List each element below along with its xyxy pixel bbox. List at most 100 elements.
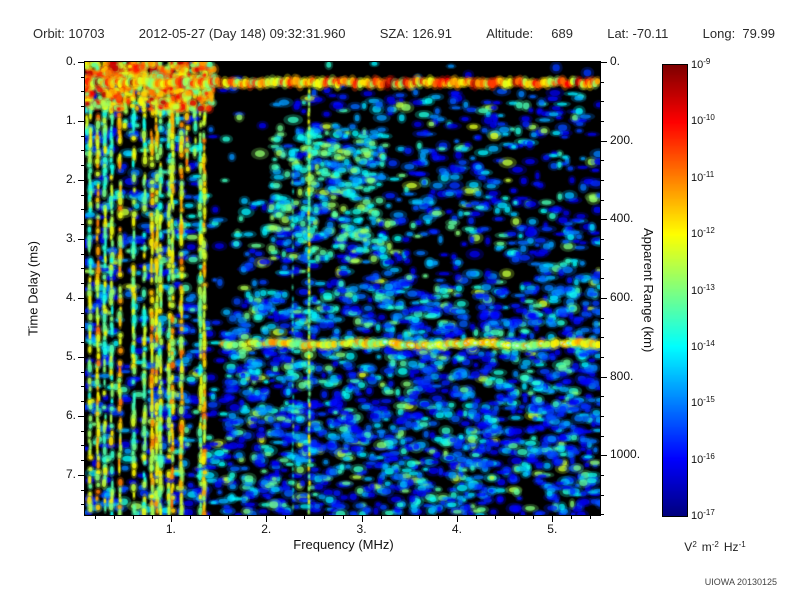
x-tick-minor <box>590 516 592 519</box>
header-orbit: Orbit: 10703 <box>33 26 105 41</box>
y-tick-minor <box>81 268 84 270</box>
y-tick-minor <box>81 91 84 93</box>
range-tick-label: 600. <box>610 289 634 304</box>
credit-text: UIOWA 20130125 <box>704 577 777 587</box>
range-tick-minor <box>601 356 604 358</box>
x-tick-minor <box>571 516 573 519</box>
x-tick-minor <box>514 516 516 519</box>
range-tick-major <box>601 62 607 63</box>
range-tick-minor <box>601 81 604 83</box>
range-tick-minor <box>601 101 604 103</box>
colorbar-unit-part: Hz-1 <box>723 540 746 554</box>
y-tick-major <box>78 62 84 63</box>
colorbar-units-label: V2 m-2 Hz-1 <box>640 540 790 554</box>
y-tick-major <box>78 179 84 181</box>
header-lat: Lat: -70.11 <box>607 26 669 41</box>
range-tick-minor <box>601 278 604 280</box>
range-tick-minor <box>601 179 604 181</box>
range-tick-major <box>601 376 607 378</box>
x-tick-minor <box>304 516 306 519</box>
y-tick-minor <box>81 106 84 108</box>
y-tick-minor <box>81 312 84 314</box>
y-tick-minor <box>81 342 84 344</box>
range-tick-label: 400. <box>610 211 634 226</box>
colorbar-tick-label: 10-12 <box>691 226 715 241</box>
range-tick-label: 0. <box>610 54 621 68</box>
y-tick-label: 7. <box>65 466 76 481</box>
x-tick-minor <box>418 516 420 519</box>
y-tick-major <box>78 356 84 358</box>
range-tick-minor <box>601 238 604 240</box>
range-tick-label: 800. <box>610 368 634 383</box>
x-tick-minor <box>285 516 287 519</box>
x-tick-label: 2. <box>261 522 272 536</box>
x-tick-minor <box>151 516 153 519</box>
range-tick-major <box>601 140 607 142</box>
header-sza: SZA: 126.91 <box>379 26 453 41</box>
colorbar-unit-part: m-2 <box>701 540 719 554</box>
spectrogram-plot <box>84 61 601 516</box>
colorbar-tick-label: 10-9 <box>691 57 711 71</box>
y-tick-minor <box>81 504 84 506</box>
range-tick-minor <box>601 415 604 417</box>
x-tick-minor <box>437 516 439 519</box>
range-tick-minor <box>601 474 604 476</box>
x-tick-minor <box>189 516 191 519</box>
range-tick-label: 200. <box>610 132 634 147</box>
range-tick-major <box>601 297 607 299</box>
y-tick-major <box>78 238 84 240</box>
range-tick-minor <box>601 199 604 201</box>
colorbar-tick-label: 10-14 <box>691 338 715 353</box>
colorbar-unit-part: V2 <box>684 540 697 554</box>
header-datetime: 2012-05-27 (Day 148) 09:32:31.960 <box>138 26 346 41</box>
range-tick-minor <box>601 120 604 122</box>
x-tick-major <box>266 516 268 522</box>
x-tick-major <box>552 516 554 522</box>
y-tick-label: 5. <box>65 348 76 363</box>
range-tick-label: 1000. <box>610 447 641 462</box>
y-tick-minor <box>81 253 84 255</box>
right-axis-title: Apparent Range (km) <box>641 227 656 353</box>
range-tick-minor <box>601 396 604 398</box>
header-long: Long: 79.99 <box>702 26 775 41</box>
y-tick-minor <box>81 460 84 462</box>
range-tick-minor <box>601 435 604 437</box>
colorbar-tick-label: 10-10 <box>691 113 715 128</box>
colorbar-gradient <box>663 65 687 516</box>
y-tick-label: 2. <box>65 171 76 186</box>
range-tick-minor <box>601 317 604 319</box>
x-tick-minor <box>495 516 497 519</box>
x-tick-minor <box>113 516 115 519</box>
colorbar-tick-label: 10-17 <box>691 508 715 522</box>
header: Orbit: 10703 2012-05-27 (Day 148) 09:32:… <box>33 26 775 41</box>
x-tick-minor <box>476 516 478 519</box>
x-tick-minor <box>208 516 210 519</box>
y-tick-major <box>78 297 84 299</box>
range-tick-minor <box>601 494 604 496</box>
x-tick-minor <box>399 516 401 519</box>
range-tick-minor <box>601 514 604 516</box>
colorbar-tick-label: 10-15 <box>691 395 715 410</box>
x-tick-label: 1. <box>165 522 176 536</box>
x-tick-minor <box>228 516 230 519</box>
y-tick-label: 6. <box>65 407 76 422</box>
left-axis-title: Time Delay (ms) <box>25 241 41 336</box>
range-tick-minor <box>601 258 604 260</box>
y-tick-minor <box>81 386 84 388</box>
x-tick-minor <box>132 516 134 519</box>
y-tick-label: 1. <box>65 112 76 127</box>
y-tick-label: 4. <box>65 289 76 304</box>
y-tick-minor <box>81 401 84 403</box>
range-tick-major <box>601 219 607 221</box>
y-tick-minor <box>81 489 84 491</box>
x-tick-minor <box>342 516 344 519</box>
x-tick-label: 5. <box>547 522 558 536</box>
y-tick-minor <box>81 283 84 285</box>
y-tick-minor <box>81 165 84 167</box>
y-tick-label: 0. <box>65 54 76 68</box>
x-tick-minor <box>533 516 535 519</box>
y-tick-minor <box>81 224 84 226</box>
y-tick-minor <box>81 209 84 211</box>
y-tick-major <box>78 474 84 476</box>
